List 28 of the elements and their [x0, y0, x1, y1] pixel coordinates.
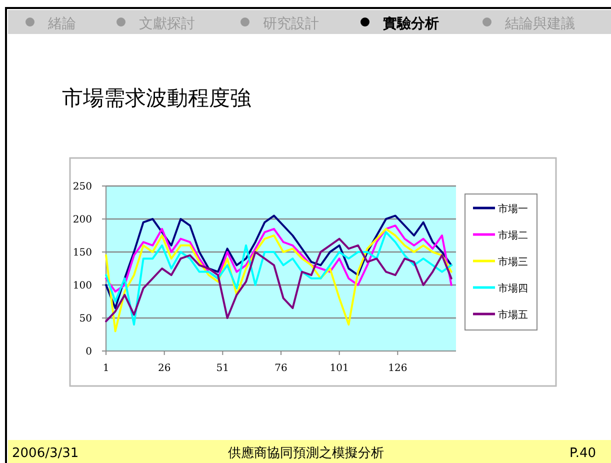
chart-title: 市場需求波動程度強 — [62, 86, 251, 110]
legend-label: 市場五 — [498, 309, 528, 321]
y-tick-label: 200 — [72, 214, 92, 226]
x-tick-label: 26 — [158, 363, 171, 374]
text: P.40 — [570, 446, 596, 461]
text: 實驗分析 — [383, 16, 439, 32]
x-tick-label: 76 — [274, 363, 288, 374]
x-tick-label: 126 — [388, 363, 408, 374]
legend-label: 市場三 — [498, 256, 528, 268]
text: 供應商協同預測之模擬分析 — [228, 446, 384, 461]
text: 2006/3/31 — [12, 446, 79, 461]
y-tick-label: 0 — [86, 346, 92, 358]
y-tick-label: 100 — [72, 280, 92, 292]
x-tick-label: 1 — [102, 363, 110, 374]
text: 緒論 — [47, 16, 76, 32]
y-tick-label: 150 — [72, 248, 92, 258]
y-tick-label: 50 — [79, 314, 92, 324]
x-tick-label: 101 — [330, 363, 349, 374]
text: 結論與建議 — [504, 16, 575, 32]
text: 研究設計 — [263, 16, 319, 32]
legend-label: 市場四 — [498, 282, 528, 294]
legend-label: 市場二 — [498, 230, 528, 242]
line-series — [105, 224, 452, 293]
text: 文獻探討 — [139, 16, 195, 32]
line-series — [105, 214, 452, 310]
y-tick-label: 250 — [72, 182, 92, 192]
x-tick-label: 51 — [216, 363, 230, 374]
legend-label: 市場一 — [498, 203, 528, 215]
